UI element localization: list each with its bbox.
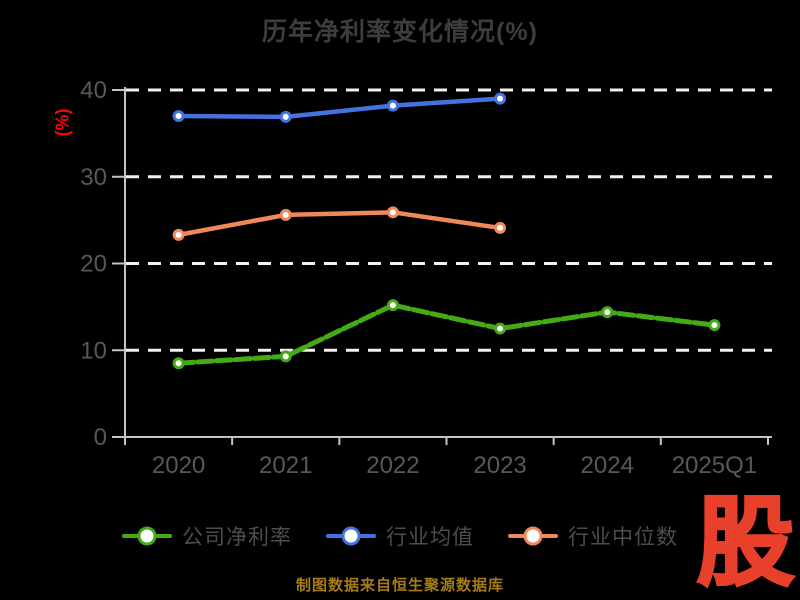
legend-label: 公司净利率	[182, 526, 292, 549]
x-category-label: 2025Q1	[672, 452, 757, 479]
data-point	[386, 299, 399, 312]
series-line-1	[176, 96, 503, 120]
data-point	[172, 228, 185, 241]
y-tick-label-30: 30	[80, 164, 107, 191]
series-line-2	[176, 210, 503, 238]
x-category-label: 2024	[581, 452, 634, 479]
y-tick-label-40: 40	[80, 77, 107, 104]
data-point	[494, 221, 507, 234]
legend-item-2[interactable]: 行业中位数	[508, 521, 678, 551]
data-point	[172, 110, 185, 123]
data-point	[279, 110, 292, 123]
legend-marker-icon	[122, 526, 172, 546]
x-category-label: 2020	[152, 452, 205, 479]
data-point	[279, 350, 292, 363]
data-point	[494, 92, 507, 105]
legend-marker-icon	[326, 526, 376, 546]
chart-legend: 公司净利率 行业均值 行业中位数	[122, 521, 678, 551]
legend-item-1[interactable]: 行业均值	[326, 521, 474, 551]
chart-title: 历年净利率变化情况(%)	[262, 18, 538, 46]
y-tick-label-10: 10	[80, 337, 107, 364]
legend-dot-icon	[523, 526, 543, 546]
legend-label: 行业中位数	[568, 526, 678, 549]
data-point	[386, 206, 399, 219]
x-category-label: 2023	[473, 452, 526, 479]
gu-stock-logo: 股	[696, 488, 796, 597]
legend-label: 行业均值	[386, 526, 474, 549]
data-point	[279, 208, 292, 221]
y-tick-label-0: 0	[94, 424, 107, 451]
data-source-caption: 制图数据来自恒生聚源数据库	[295, 577, 504, 594]
data-point	[386, 99, 399, 112]
data-point	[494, 322, 507, 335]
data-point	[601, 306, 614, 319]
data-point	[172, 357, 185, 370]
data-point	[708, 319, 721, 332]
legend-marker-icon	[508, 526, 558, 546]
x-category-label: 2022	[366, 452, 419, 479]
legend-dot-icon	[341, 526, 361, 546]
series-line-0	[176, 302, 717, 366]
x-category-label: 2021	[259, 452, 312, 479]
legend-item-0[interactable]: 公司净利率	[122, 521, 292, 551]
y-tick-label-20: 20	[80, 251, 107, 278]
net-margin-line-chart: 0 10 20 30 40 2020 2021 2022 2023 2024 2025Q1	[80, 77, 772, 479]
legend-dot-icon	[137, 526, 157, 546]
